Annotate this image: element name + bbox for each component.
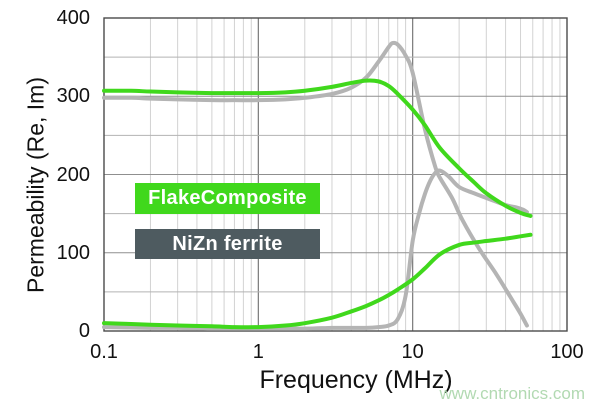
watermark: www.cntronics.com — [439, 384, 585, 403]
x-tick-label: 10 — [401, 341, 424, 363]
y-tick-label: 200 — [56, 163, 90, 186]
x-tick-label: 0.1 — [90, 341, 118, 363]
legend-nizn-ferrite: NiZn ferrite — [135, 229, 320, 259]
series-nizn-ferrite-re — [102, 40, 529, 328]
series-flakecomposite-re — [102, 78, 533, 218]
x-tick-label: 100 — [550, 341, 584, 363]
x-axis-label: Frequency (MHz) — [259, 366, 453, 394]
legend-flakecomposite-label: FlakeComposite — [148, 187, 307, 209]
series-nizn-ferrite-im — [102, 168, 529, 331]
legend-flakecomposite: FlakeComposite — [135, 183, 320, 214]
plot-border — [103, 17, 568, 332]
y-tick-label: 0 — [78, 320, 90, 342]
series-flakecomposite-im — [102, 232, 533, 330]
legend-nizn-ferrite-label: NiZn ferrite — [172, 232, 283, 255]
y-tick-label: 300 — [56, 85, 90, 108]
x-tick-label: 1 — [252, 341, 264, 363]
y-tick-label: 100 — [56, 241, 90, 264]
y-tick-label: 400 — [56, 7, 90, 29]
